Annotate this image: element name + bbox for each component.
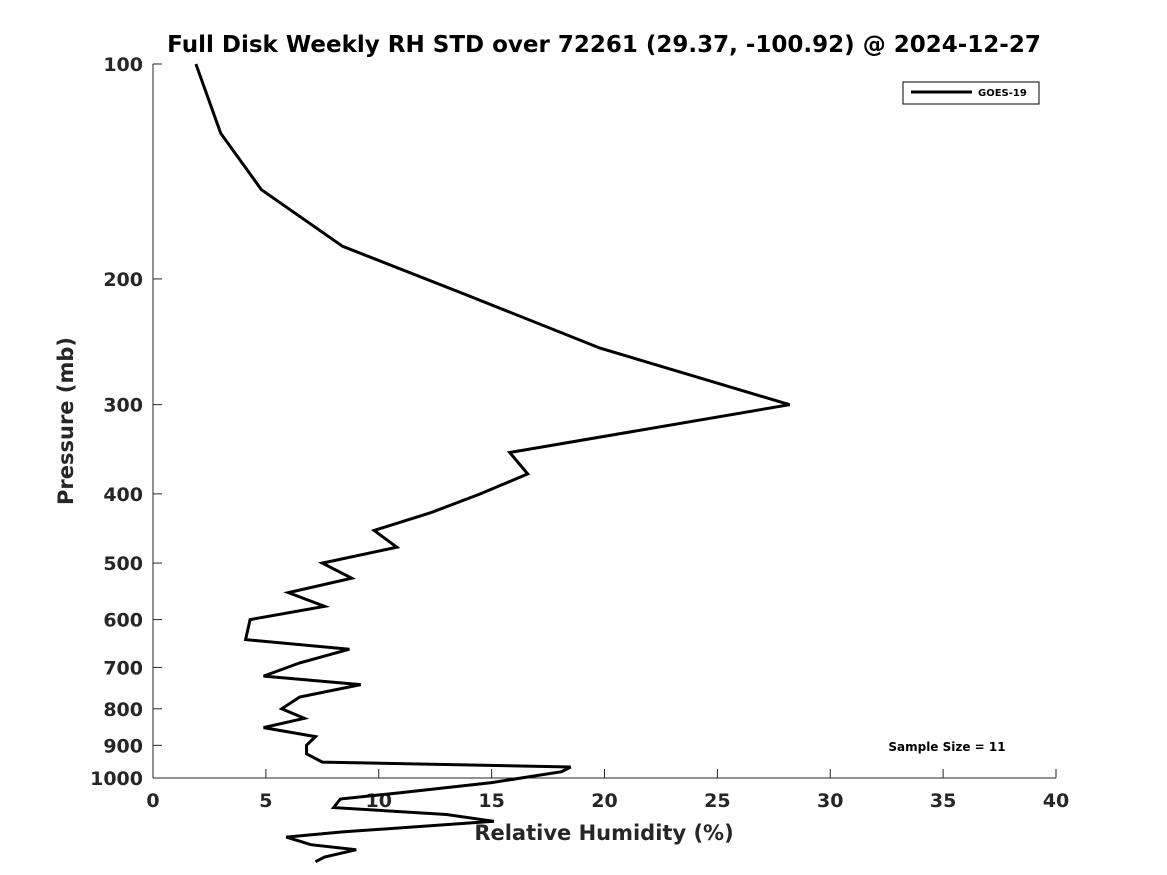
y-tick-label: 500 <box>103 553 143 575</box>
x-tick-label: 20 <box>591 790 617 812</box>
y-tick-label: 800 <box>103 699 143 721</box>
chart-title: Full Disk Weekly RH STD over 72261 (29.3… <box>167 32 1041 58</box>
x-axis-ticks: 0 5 10 15 20 25 30 35 40 <box>146 769 1069 812</box>
x-axis-title: Relative Humidity (%) <box>474 821 733 845</box>
sample-size-annotation: Sample Size = 11 <box>888 740 1005 754</box>
y-tick-label: 100 <box>103 54 143 76</box>
y-axis-title: Pressure (mb) <box>54 337 78 505</box>
y-tick-label: 400 <box>103 484 143 506</box>
y-tick-label: 700 <box>103 657 143 679</box>
y-tick-label: 200 <box>103 269 143 291</box>
legend: GOES-19 <box>902 81 1040 105</box>
y-axis-ticks: 100 200 300 400 500 600 700 800 900 1000 <box>90 54 162 790</box>
series-group <box>194 63 791 864</box>
series-line-goes-19 <box>194 63 791 864</box>
y-tick-label: 600 <box>103 610 143 632</box>
legend-label-goes-19: GOES-19 <box>978 88 1027 99</box>
x-tick-label: 0 <box>146 790 159 812</box>
y-tick-label: 300 <box>103 395 143 417</box>
y-tick-label: 1000 <box>90 768 143 790</box>
x-tick-label: 25 <box>704 790 730 812</box>
x-tick-label: 5 <box>259 790 272 812</box>
x-tick-label: 15 <box>478 790 504 812</box>
x-tick-label: 35 <box>930 790 956 812</box>
y-tick-label: 900 <box>103 735 143 757</box>
x-tick-label: 40 <box>1043 790 1069 812</box>
x-tick-label: 30 <box>817 790 843 812</box>
